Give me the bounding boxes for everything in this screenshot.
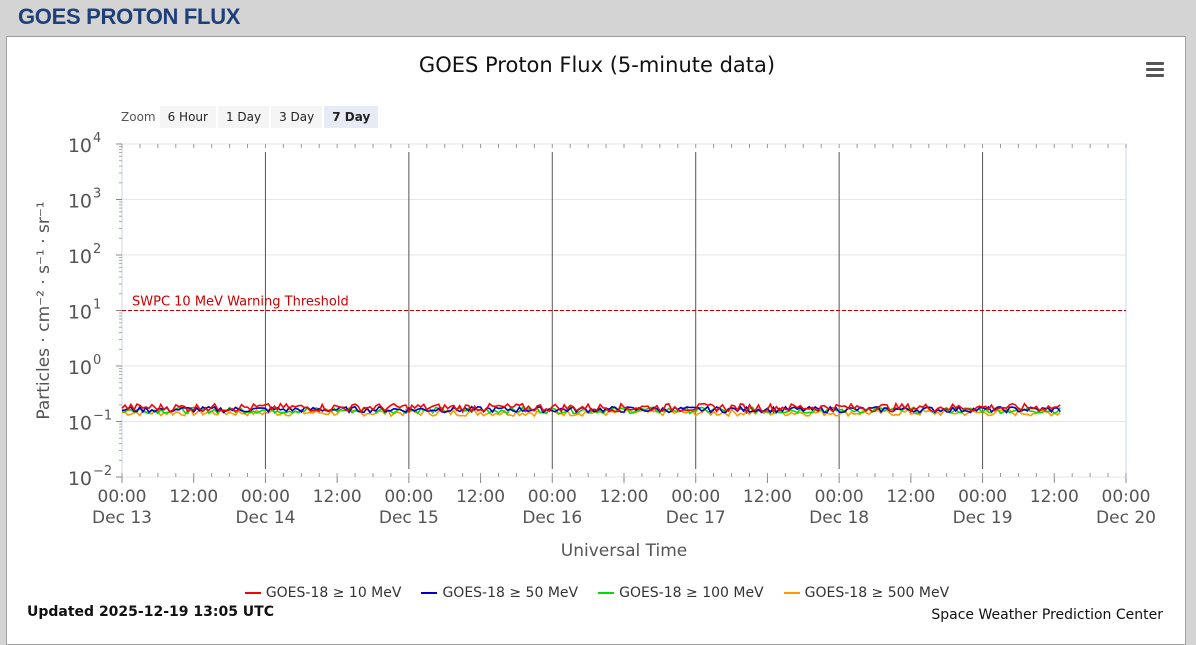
x-tick-date-label: Dec 20: [1096, 508, 1156, 528]
x-tick-time-label: 00:00: [958, 487, 1007, 507]
legend-label-10mev: GOES-18 ≥ 10 MeV: [265, 585, 402, 601]
x-tick-time-label: 00:00: [384, 487, 433, 507]
legend-label-500mev: GOES-18 ≥ 500 MeV: [804, 585, 950, 601]
x-tick-date-label: Dec 18: [809, 508, 869, 528]
x-tick-time-label: 00:00: [1102, 487, 1151, 507]
series-line-3: [121, 408, 1061, 418]
x-tick-time-label: 12:00: [743, 487, 792, 507]
y-tick-exponent: 0: [93, 353, 101, 368]
credit-text: Space Weather Prediction Center: [931, 607, 1163, 623]
zoom-3-day-button[interactable]: 3 Day: [271, 106, 323, 128]
legend-label-100mev: GOES-18 ≥ 100 MeV: [619, 585, 764, 601]
zoom-1-day-button[interactable]: 1 Day: [217, 106, 270, 128]
legend-swatch-500mev: [783, 592, 800, 594]
updated-timestamp: Updated 2025-12-19 13:05 UTC: [27, 604, 274, 620]
legend-item-500mev[interactable]: GOES-18 ≥ 500 MeV: [783, 585, 950, 601]
x-tick-time-label: 12:00: [1030, 487, 1079, 507]
y-tick-exponent: 2: [93, 242, 101, 257]
y-tick-base: 10: [68, 302, 92, 324]
y-tick-label: 10: [68, 413, 92, 435]
x-tick-time-label: 00:00: [671, 487, 720, 507]
y-tick-base: 10: [68, 135, 92, 157]
y-axis-title: Particles · cm⁻² · s⁻¹ · sr⁻¹: [34, 201, 54, 419]
x-tick-date-label: Dec 13: [92, 508, 152, 528]
x-axis-title: Universal Time: [561, 541, 687, 561]
y-tick-exponent: 4: [93, 131, 101, 146]
chart-title: GOES Proton Flux (5-minute data): [418, 53, 776, 77]
legend-item-100mev[interactable]: GOES-18 ≥ 100 MeV: [598, 585, 764, 601]
x-tick-date-label: Dec 15: [379, 508, 439, 528]
zoom-7-day-button[interactable]: 7 Day: [324, 106, 379, 128]
x-tick-time-label: 12:00: [886, 487, 935, 507]
x-tick-time-label: 00:00: [241, 487, 290, 507]
x-tick-time-label: 12:00: [600, 487, 649, 507]
threshold-label: SWPC 10 MeV Warning Threshold: [132, 295, 349, 310]
legend-item-10mev[interactable]: GOES-18 ≥ 10 MeV: [244, 585, 402, 601]
y-tick-label: 10: [68, 191, 92, 213]
x-tick-date-label: Dec 14: [235, 508, 295, 528]
x-tick-time-label: 00:00: [98, 487, 147, 507]
series-line-2: [121, 405, 1061, 415]
y-tick-base: 10: [68, 468, 92, 490]
y-tick-label: 10: [68, 357, 92, 379]
x-tick-time-label: 00:00: [528, 487, 577, 507]
legend-swatch-50mev: [421, 592, 438, 594]
x-tick-date-label: Dec 19: [953, 508, 1013, 528]
x-tick-date-label: Dec 17: [666, 508, 726, 528]
legend-swatch-10mev: [244, 592, 261, 594]
legend-item-50mev[interactable]: GOES-18 ≥ 50 MeV: [421, 585, 578, 601]
page-title: GOES PROTON FLUX: [18, 4, 241, 29]
x-tick-time-label: 12:00: [456, 487, 505, 507]
x-tick-time-label: 12:00: [169, 487, 218, 507]
y-tick-label: 10: [68, 246, 92, 268]
hamburger-menu-icon[interactable]: [1146, 62, 1164, 77]
y-tick-base: 10: [68, 357, 92, 379]
y-tick-label: 10: [68, 135, 92, 157]
x-tick-date-label: Dec 16: [522, 508, 582, 528]
y-tick-label: 10: [68, 468, 92, 490]
chart-legend: GOES-18 ≥ 10 MeV GOES-18 ≥ 50 MeV GOES-1…: [7, 585, 1187, 601]
y-tick-label: 10: [68, 302, 92, 324]
y-tick-exponent: 1: [93, 298, 101, 313]
y-tick-exponent: −2: [93, 464, 112, 479]
y-tick-exponent: −1: [93, 409, 112, 424]
legend-label-50mev: GOES-18 ≥ 50 MeV: [442, 585, 579, 601]
y-tick-base: 10: [68, 191, 92, 213]
y-tick-exponent: 3: [93, 187, 101, 202]
zoom-label: Zoom: [121, 110, 156, 124]
y-tick-base: 10: [68, 246, 92, 268]
chart-panel: GOES Proton Flux (5-minute data) Zoom 6 …: [6, 36, 1186, 645]
x-tick-time-label: 00:00: [815, 487, 864, 507]
x-tick-time-label: 12:00: [313, 487, 362, 507]
legend-swatch-100mev: [598, 592, 615, 594]
zoom-6-hour-button[interactable]: 6 Hour: [159, 106, 216, 128]
series-line-0: [121, 401, 1061, 414]
y-tick-base: 10: [68, 413, 92, 435]
zoom-bar: Zoom 6 Hour 1 Day 3 Day 7 Day: [121, 105, 380, 129]
